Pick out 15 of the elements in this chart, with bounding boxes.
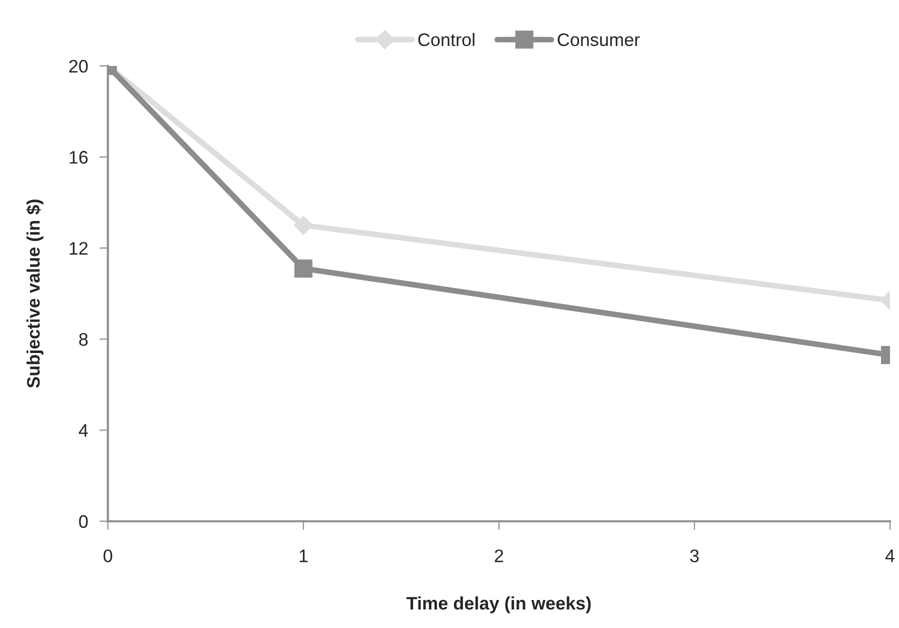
y-tick-label: 20: [69, 60, 88, 73]
y-tick-label: 4: [78, 424, 88, 437]
x-tick-label: 4: [885, 550, 895, 562]
x-axis-title: Time delay (in weeks): [406, 596, 591, 614]
y-tick-label: 12: [70, 242, 88, 255]
x-tick-label: 1: [300, 550, 308, 562]
x-tick-label: 0: [104, 549, 112, 562]
x-tick-label: 3: [690, 549, 699, 562]
y-tick-label: 0: [79, 515, 88, 528]
y-axis-title: Subjective value (in $): [26, 200, 44, 388]
legend-label: Control: [418, 32, 474, 46]
y-tick-label: 8: [79, 333, 88, 346]
y-tick-label: 16: [70, 150, 88, 164]
legend-label: Consumer: [558, 33, 640, 46]
x-tick-label: 2: [494, 549, 504, 562]
